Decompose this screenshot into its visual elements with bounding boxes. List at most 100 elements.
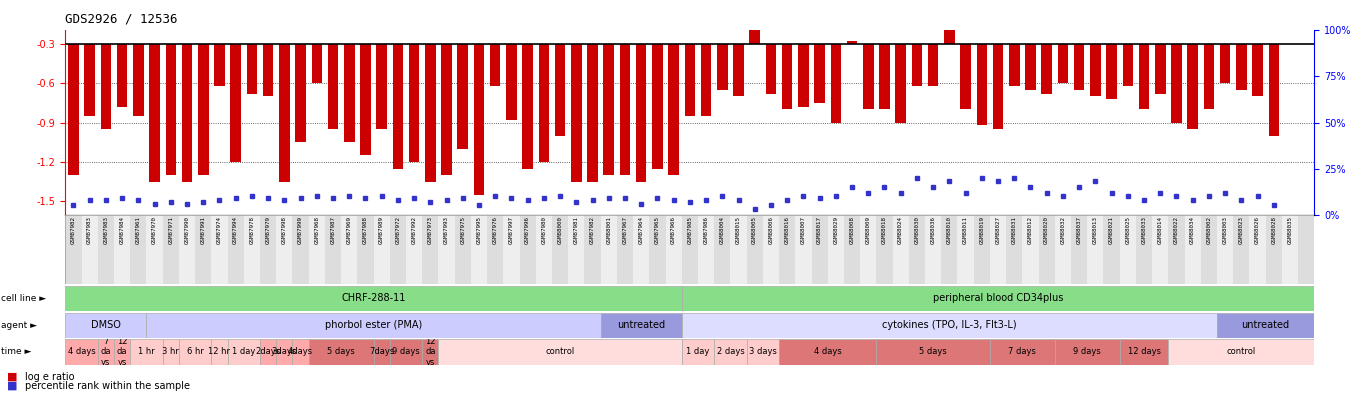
Text: GSM88037: GSM88037 [1076,216,1081,244]
Text: GSM88019: GSM88019 [979,216,985,244]
Bar [309,339,373,364]
Text: GSM88002: GSM88002 [1207,216,1211,244]
Bar [844,215,861,284]
Bar [406,215,422,284]
Bar [488,215,504,284]
Bar [571,44,582,182]
Bar [1054,339,1120,364]
Text: GSM87970: GSM87970 [153,216,157,244]
Bar [1201,215,1218,284]
Text: GSM87973: GSM87973 [428,216,433,244]
Text: 5 days: 5 days [919,347,947,356]
Bar [474,44,485,195]
Text: GSM88000: GSM88000 [557,216,563,244]
Bar [227,339,260,364]
Text: GSM87969: GSM87969 [347,216,351,244]
Text: GSM88010: GSM88010 [947,216,952,244]
Bar [312,44,321,83]
Text: 9 days: 9 days [1073,347,1100,356]
Bar [439,215,455,284]
Bar [1185,215,1201,284]
Bar [227,215,244,284]
Bar [652,44,663,168]
Bar [211,339,227,364]
Bar [1265,215,1282,284]
Bar [895,44,906,123]
Text: GSM87998: GSM87998 [282,216,287,244]
Bar [147,215,162,284]
Bar [620,44,631,175]
Bar [911,44,922,86]
Text: GSM88008: GSM88008 [850,216,854,244]
Bar [178,215,195,284]
Bar [876,215,892,284]
Text: GSM87965: GSM87965 [655,216,661,244]
Bar [471,215,488,284]
Text: GSM88024: GSM88024 [898,216,903,244]
Bar [197,44,208,175]
Bar [584,215,601,284]
Text: GSM87966: GSM87966 [671,216,676,244]
Text: GSM87982: GSM87982 [71,216,76,244]
Text: ■: ■ [7,381,18,391]
Bar [1026,44,1035,90]
Bar [746,215,763,284]
Bar [763,215,779,284]
Bar [422,215,439,284]
Bar [390,215,406,284]
Bar [876,339,990,364]
Bar [880,44,889,109]
Bar [114,215,131,284]
Bar [504,215,519,284]
Text: GSM87990: GSM87990 [184,216,189,244]
Text: 2 days: 2 days [716,347,744,356]
Text: percentile rank within the sample: percentile rank within the sample [25,381,189,391]
Bar [603,44,614,175]
Bar [714,215,730,284]
Text: CHRF-288-11: CHRF-288-11 [342,294,406,303]
Bar [682,339,714,364]
Text: 9 days: 9 days [392,347,419,356]
Bar [697,215,714,284]
Bar [831,44,842,123]
Bar [1058,44,1068,83]
Bar [1023,215,1039,284]
Text: GSM87999: GSM87999 [298,216,304,244]
Bar [1169,339,1314,364]
Text: log e ratio: log e ratio [25,372,74,382]
Bar [519,215,535,284]
Bar [390,339,422,364]
Text: 12 hr: 12 hr [208,347,230,356]
Text: 6 hr: 6 hr [187,347,203,356]
Bar [633,215,650,284]
Text: GSM88027: GSM88027 [996,216,1001,244]
Bar [749,17,760,44]
Bar [422,339,439,364]
Bar [162,339,178,364]
Text: GDS2926 / 12536: GDS2926 / 12536 [65,12,178,25]
Bar [928,44,938,86]
Bar [166,44,176,175]
Bar [279,44,290,182]
Bar [211,215,227,284]
Bar [441,44,452,175]
Bar [847,41,857,44]
Bar [650,215,666,284]
Bar [65,339,98,364]
Bar [195,215,211,284]
Bar [293,215,309,284]
Bar [552,215,568,284]
Bar [117,44,128,107]
Bar [293,339,309,364]
Text: GSM87995: GSM87995 [477,216,482,244]
Text: GSM87991: GSM87991 [200,216,206,244]
Bar [276,339,293,364]
Bar [98,215,114,284]
Text: GSM87987: GSM87987 [331,216,335,244]
Bar [376,44,387,129]
Text: 12
da
ys: 12 da ys [425,337,436,367]
Text: GSM87992: GSM87992 [411,216,417,244]
Bar [1120,215,1136,284]
Text: GSM88006: GSM88006 [768,216,774,244]
Text: GSM88012: GSM88012 [1028,216,1032,244]
